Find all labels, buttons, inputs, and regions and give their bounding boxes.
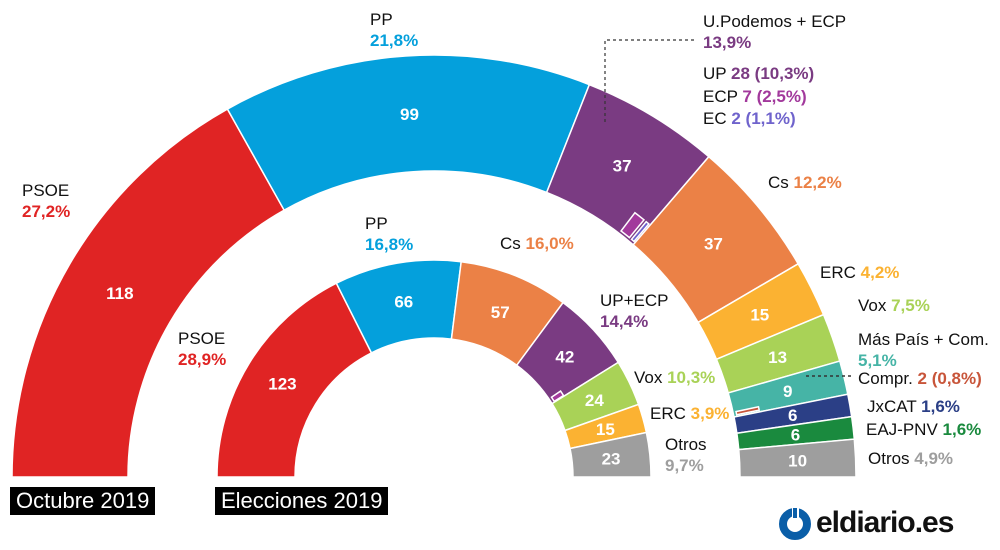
label-inner-pp: PP 16,8% [365, 214, 414, 254]
segment-outer-otros [737, 438, 857, 478]
label-inner-cs: Cs 16,0% [500, 234, 574, 253]
label-outer-jxcat: JxCAT 1,6% [867, 397, 960, 416]
seat-label-inner-psoe: 123 [268, 375, 296, 394]
seat-label-outer-cs: 37 [704, 235, 723, 254]
seat-label-outer-erc: 15 [750, 306, 769, 325]
logo-icon [779, 505, 811, 540]
label-inner-erc: ERC 3,9% [650, 404, 730, 423]
label-inner-otros: Otros 9,7% [665, 435, 707, 475]
inset-outer-ecp [619, 211, 646, 239]
label-outer-compr: Compr. 2 (0,8%) [858, 369, 982, 388]
seat-label-inner-erc: 15 [596, 420, 615, 439]
seat-label-outer-u-podemos-ecp: 37 [613, 156, 632, 175]
seat-label-outer-jxcat: 6 [788, 406, 797, 425]
segment-outer-pp [226, 54, 591, 212]
seat-label-inner-up-ecp: 42 [555, 347, 574, 366]
label-inner-psoe: PSOE 28,9% [178, 329, 227, 369]
seat-label-inner-vox: 24 [585, 391, 604, 410]
label-outer-ec: EC 2 (1,1%) [703, 109, 796, 128]
eldiario-logo: eldiario.es [778, 505, 954, 541]
segment-inner-otros [569, 431, 652, 478]
inset-outer-compr- [735, 405, 761, 416]
seat-label-outer-psoe: 118 [106, 284, 133, 303]
rings: 118 99 37 37 15 13 9 66 10 123 66 57 42 24 15 23 [11, 54, 857, 478]
label-inner-vox: Vox 10,3% [634, 368, 716, 387]
seat-label-outer-vox: 13 [768, 348, 787, 367]
label-outer-mp: Más País + Com. 5,1% [858, 330, 989, 370]
seat-label-inner-pp: 66 [394, 293, 413, 312]
seat-label-outer-pp: 99 [400, 105, 419, 124]
seat-label-inner-cs: 57 [491, 303, 510, 322]
seat-label-inner-otros: 23 [602, 450, 621, 469]
tag-elecciones-2019: Elecciones 2019 [215, 487, 389, 515]
label-outer-pnv: EAJ-PNV 1,6% [866, 420, 982, 439]
label-outer-otros: Otros 4,9% [868, 449, 954, 468]
seat-label-outer-m-s-pa-s-com-: 9 [783, 382, 792, 401]
seat-label-outer-otros: 10 [788, 452, 807, 471]
label-outer-pp: PP 21,8% [370, 10, 419, 50]
label-outer-ecp: ECP 7 (2,5%) [703, 87, 807, 106]
label-outer-up: UP 28 (10,3%) [703, 64, 815, 83]
label-outer-up-ecp: U.Podemos + ECP 13,9% [703, 12, 847, 52]
tag-octubre-2019: Octubre 2019 [10, 487, 156, 515]
label-outer-psoe: PSOE 27,2% [22, 181, 71, 221]
label-outer-erc: ERC 4,2% [820, 263, 900, 282]
label-outer-vox: Vox 7,5% [858, 296, 930, 315]
inset-outer-ec [630, 220, 650, 243]
seat-label-outer-eaj-pnv: 6 [791, 426, 800, 445]
label-inner-up: UP+ECP 14,4% [600, 291, 669, 331]
label-outer-cs: Cs 12,2% [768, 173, 842, 192]
logo-text: eldiario.es [816, 506, 954, 539]
